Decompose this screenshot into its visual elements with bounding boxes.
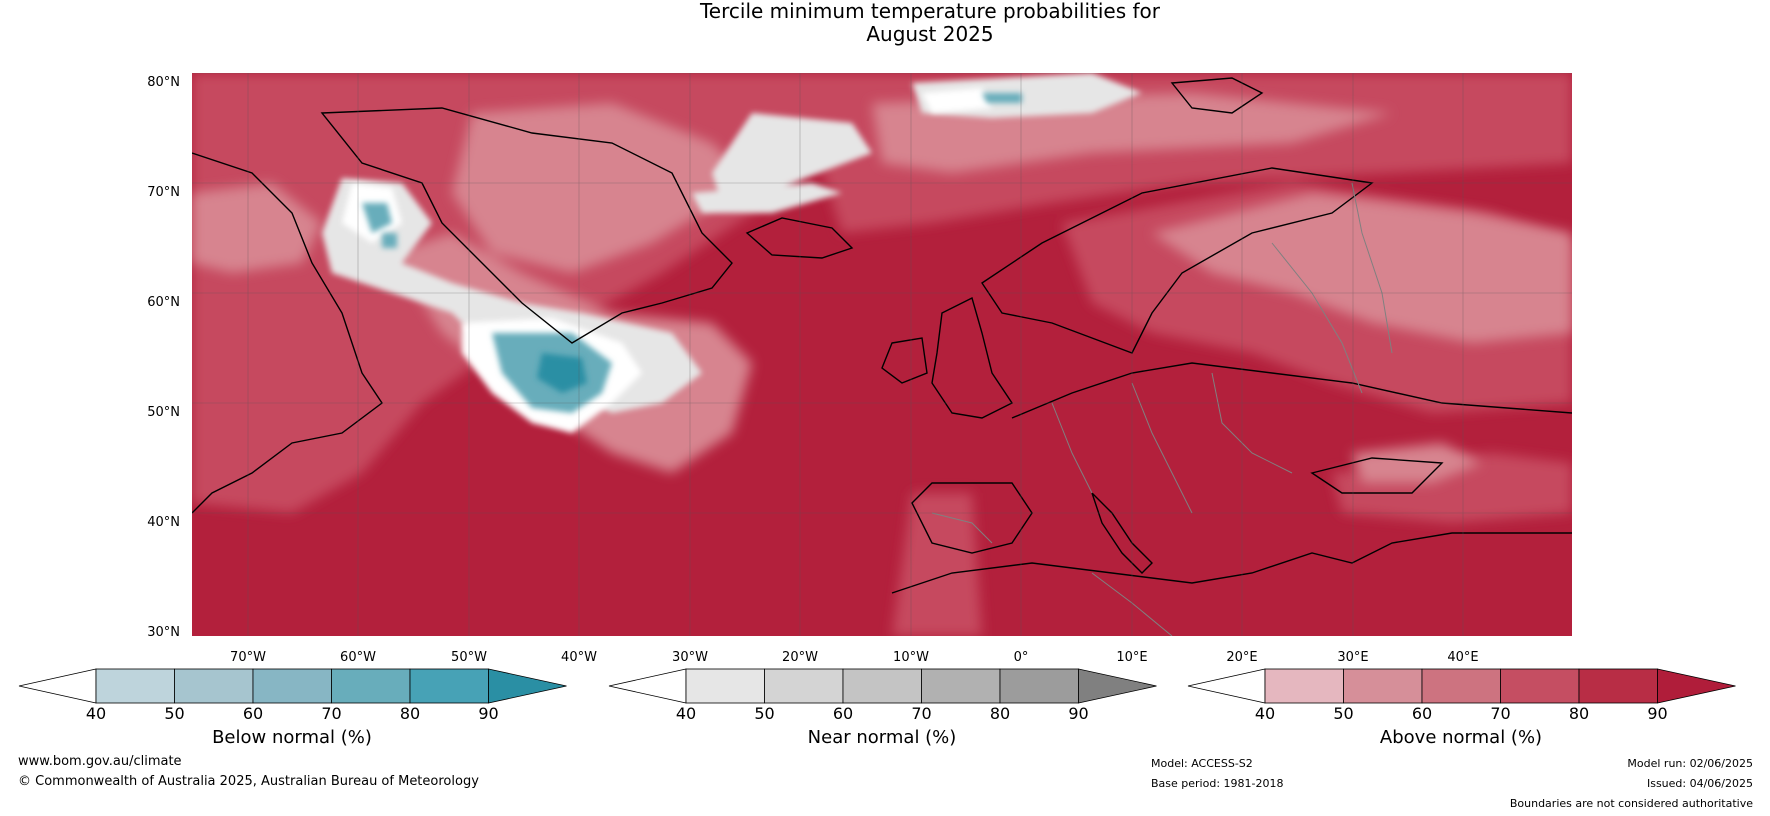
colorbar-tick-label: 60: [832, 704, 854, 723]
model-text: Model: ACCESS-S2: [1151, 757, 1253, 770]
colorbar-tick-label: 60: [1411, 704, 1433, 723]
issued-text: Issued: 04/06/2025: [1646, 777, 1753, 790]
colorbar-tick-label: 50: [754, 704, 775, 723]
colorbar-extend-high: [488, 668, 567, 704]
colorbar-segment: [174, 668, 254, 704]
colorbar-tick-label: 50: [1333, 704, 1354, 723]
colorbar-above-label: Above normal (%): [1379, 727, 1543, 748]
lon-label-70w: 70°W: [230, 650, 266, 665]
lat-label-30n: 30°N: [147, 625, 180, 640]
colorbar-extend-high: [1078, 668, 1157, 704]
lon-label-40e: 40°E: [1447, 650, 1479, 665]
chart-title: Tercile minimum temperature probabilitie…: [0, 0, 1770, 46]
lat-label-40n: 40°N: [147, 515, 180, 530]
colorbar-tick-label: 40: [85, 704, 107, 723]
website-link[interactable]: www.bom.gov.au/climate: [18, 754, 182, 769]
colorbar-segment: [999, 668, 1079, 704]
chart-title-line1: Tercile minimum temperature probabilitie…: [699, 0, 1161, 23]
colorbar-tick-label: 90: [478, 704, 499, 723]
lat-label-80n: 80°N: [147, 75, 180, 90]
lat-label-50n: 50°N: [147, 405, 180, 420]
colorbar-tick-label: 80: [989, 704, 1011, 723]
colorbar-segment: [95, 668, 175, 704]
colorbar-segment: [764, 668, 844, 704]
colorbar-near-label: Near normal (%): [807, 727, 957, 748]
colorbar-extend-high: [1657, 668, 1736, 704]
colorbar-tick-label: 70: [911, 704, 932, 723]
lon-label-40w: 40°W: [561, 650, 597, 665]
lon-label-0: 0°: [1013, 650, 1029, 665]
colorbar-tick-label: 80: [1568, 704, 1590, 723]
lon-label-60w: 60°W: [340, 650, 376, 665]
lat-label-70n: 70°N: [147, 185, 180, 200]
lat-label-60n: 60°N: [147, 295, 180, 310]
chart-title-line2: August 2025: [866, 22, 994, 46]
lon-label-20e: 20°E: [1226, 650, 1258, 665]
model-run-text: Model run: 02/06/2025: [1627, 757, 1753, 770]
colorbar-segment: [1264, 668, 1344, 704]
colorbar-tick-label: 40: [675, 704, 697, 723]
colorbar-segment: [1343, 668, 1423, 704]
colorbar-tick-label: 40: [1254, 704, 1276, 723]
colorbar-tick-label: 90: [1068, 704, 1089, 723]
colorbar-tick-label: 90: [1647, 704, 1668, 723]
colorbar-segment: [252, 668, 332, 704]
lon-label-20w: 20°W: [782, 650, 818, 665]
lon-label-30w: 30°W: [672, 650, 708, 665]
lon-label-50w: 50°W: [451, 650, 487, 665]
colorbar-below: [18, 668, 567, 704]
colorbar-above: [1187, 668, 1736, 704]
colorbar-tick-label: 70: [1490, 704, 1511, 723]
colorbar-segment: [331, 668, 411, 704]
colorbar-near: [608, 668, 1157, 704]
lon-label-10e: 10°E: [1116, 650, 1148, 665]
copyright-text: © Commonwealth of Australia 2025, Austra…: [18, 774, 479, 789]
colorbar-segment: [1421, 668, 1501, 704]
lon-label-30e: 30°E: [1337, 650, 1369, 665]
probability-map: [192, 73, 1572, 636]
colorbar-extend-low: [18, 668, 97, 704]
colorbar-tick-label: 80: [399, 704, 421, 723]
colorbar-extend-low: [1187, 668, 1266, 704]
base-period-text: Base period: 1981-2018: [1151, 777, 1284, 790]
colorbar-segment: [842, 668, 922, 704]
colorbar-extend-low: [608, 668, 687, 704]
colorbar-below-label: Below normal (%): [212, 727, 372, 748]
colorbar-segment: [685, 668, 765, 704]
colorbar-tick-label: 60: [242, 704, 264, 723]
colorbar-segment: [409, 668, 489, 704]
colorbar-segment: [1500, 668, 1580, 704]
colorbar-tick-label: 70: [321, 704, 342, 723]
colorbar-segment: [1578, 668, 1658, 704]
colorbar-tick-label: 50: [164, 704, 185, 723]
lon-label-10w: 10°W: [893, 650, 929, 665]
colorbar-segment: [921, 668, 1001, 704]
disclaimer-text: Boundaries are not considered authoritat…: [1509, 797, 1753, 810]
